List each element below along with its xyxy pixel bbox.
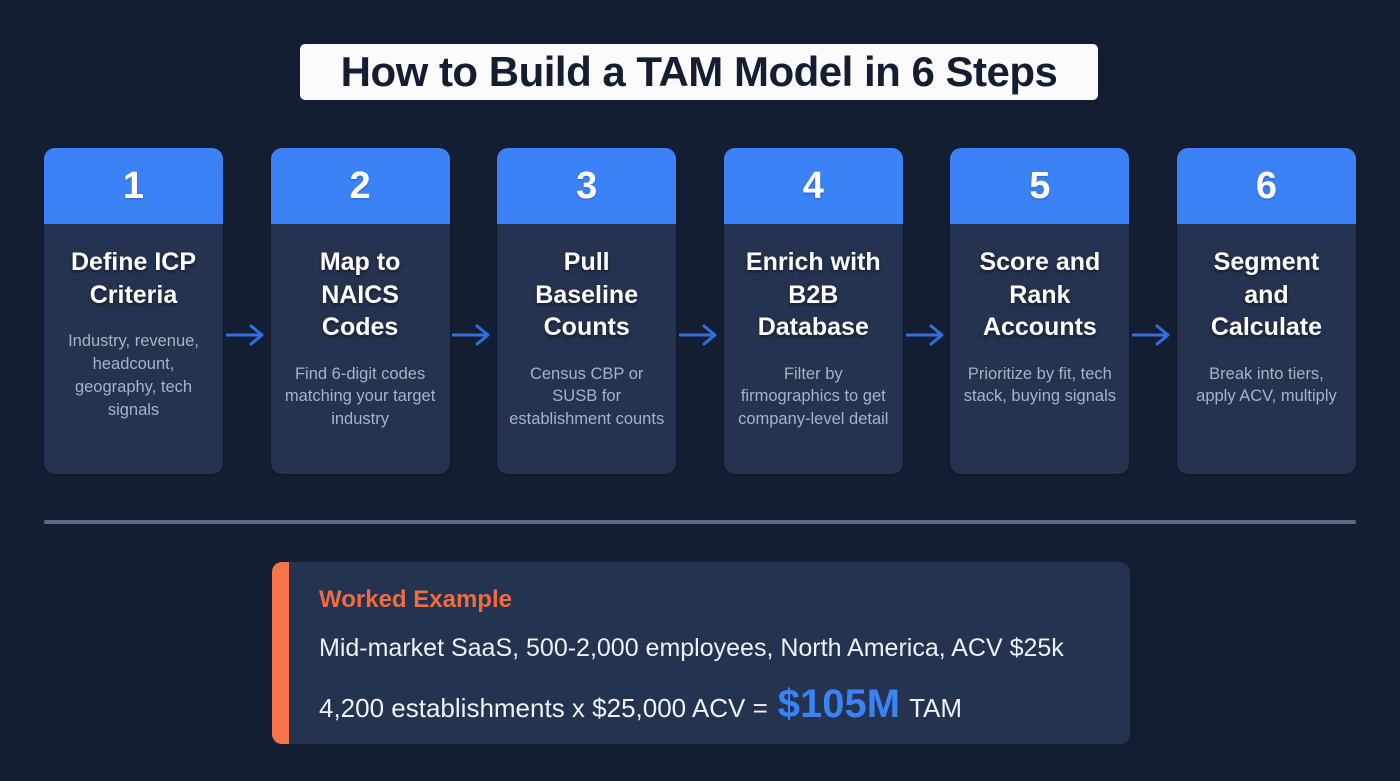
arrow-right-icon	[225, 324, 264, 346]
page-title: How to Build a TAM Model in 6 Steps	[340, 48, 1058, 95]
step-number-2: 2	[349, 165, 371, 207]
flow-arrow-1-to-2	[223, 172, 271, 498]
step-description-4: Filter by firmographics to get company-l…	[738, 364, 889, 429]
step-title-3: Pull Baseline Counts	[535, 248, 639, 341]
worked-example-accent-bar	[272, 562, 289, 744]
steps-flow: 1 Define ICP Criteria Industry, revenue,…	[44, 148, 1356, 474]
step-number-band-6: 6	[1176, 148, 1356, 224]
step-title-5: Score and Rank Accounts	[979, 248, 1101, 341]
step-body-1: Define ICP Criteria Industry, revenue, h…	[44, 224, 223, 474]
step-description-2: Find 6-digit codes matching your target …	[284, 364, 436, 429]
step-number-5: 5	[1029, 165, 1051, 207]
worked-example-calculation: 4,200 establishments x $25,000 ACV = $10…	[319, 684, 1100, 724]
step-body-2: Map to NAICS Codes Find 6-digit codes ma…	[271, 224, 450, 474]
worked-example-criteria: Mid-market SaaS, 500-2,000 employees, No…	[319, 634, 1064, 662]
step-card-4[interactable]: 4 Enrich with B2B Database Filter by fir…	[723, 148, 903, 474]
step-body-3: Pull Baseline Counts Census CBP or SUSB …	[497, 224, 676, 474]
step-card-6[interactable]: 6 Segment and Calculate Break into tiers…	[1176, 148, 1356, 474]
arrow-right-icon	[905, 324, 944, 346]
worked-example-calc-suffix: TAM	[909, 692, 963, 723]
step-number-band-5: 5	[950, 148, 1130, 224]
worked-example-card: Worked Example Mid-market SaaS, 500-2,00…	[272, 562, 1130, 744]
step-title-6: Segment and Calculate	[1210, 248, 1323, 341]
section-divider	[44, 520, 1356, 524]
worked-example-content: Worked Example Mid-market SaaS, 500-2,00…	[289, 562, 1130, 744]
step-number-band-3: 3	[497, 148, 677, 224]
worked-example-heading: Worked Example	[319, 586, 512, 613]
worked-example-calc-prefix: 4,200 establishments x $25,000 ACV =	[319, 692, 768, 723]
step-number-1: 1	[122, 165, 145, 207]
step-body-5: Score and Rank Accounts Prioritize by fi…	[950, 224, 1129, 474]
step-description-3: Census CBP or SUSB for establishment cou…	[509, 364, 665, 429]
arrow-right-icon	[678, 324, 717, 346]
step-description-1: Industry, revenue, headcount, geography,…	[68, 332, 199, 419]
step-number-band-4: 4	[723, 148, 903, 224]
step-card-5[interactable]: 5 Score and Rank Accounts Prioritize by …	[950, 148, 1130, 474]
step-description-5: Prioritize by fit, tech stack, buying si…	[963, 364, 1116, 406]
arrow-right-icon	[452, 324, 490, 346]
worked-example-tam-value: $105M	[777, 681, 901, 726]
step-number-3: 3	[576, 165, 598, 207]
flow-arrow-4-to-5	[903, 172, 951, 498]
step-body-4: Enrich with B2B Database Filter by firmo…	[724, 224, 903, 474]
step-description-6: Break into tiers, apply ACV, multiply	[1196, 364, 1337, 406]
flow-arrow-5-to-6	[1129, 172, 1177, 498]
step-title-4: Enrich with B2B Database	[745, 248, 881, 341]
flow-arrow-3-to-4	[676, 172, 724, 498]
flow-arrow-2-to-3	[450, 172, 498, 498]
step-body-6: Segment and Calculate Break into tiers, …	[1177, 224, 1356, 474]
step-card-2[interactable]: 2 Map to NAICS Codes Find 6-digit codes …	[270, 148, 450, 474]
step-number-6: 6	[1255, 165, 1278, 207]
step-number-band-2: 2	[270, 148, 450, 224]
step-card-3[interactable]: 3 Pull Baseline Counts Census CBP or SUS…	[497, 148, 677, 474]
step-title-1: Define ICP Criteria	[70, 248, 197, 309]
step-number-band-1: 1	[44, 148, 223, 224]
step-number-4: 4	[802, 165, 824, 207]
arrow-right-icon	[1132, 324, 1170, 346]
step-card-1[interactable]: 1 Define ICP Criteria Industry, revenue,…	[44, 148, 223, 474]
page-title-banner: How to Build a TAM Model in 6 Steps	[300, 44, 1098, 100]
step-title-2: Map to NAICS Codes	[319, 248, 401, 341]
